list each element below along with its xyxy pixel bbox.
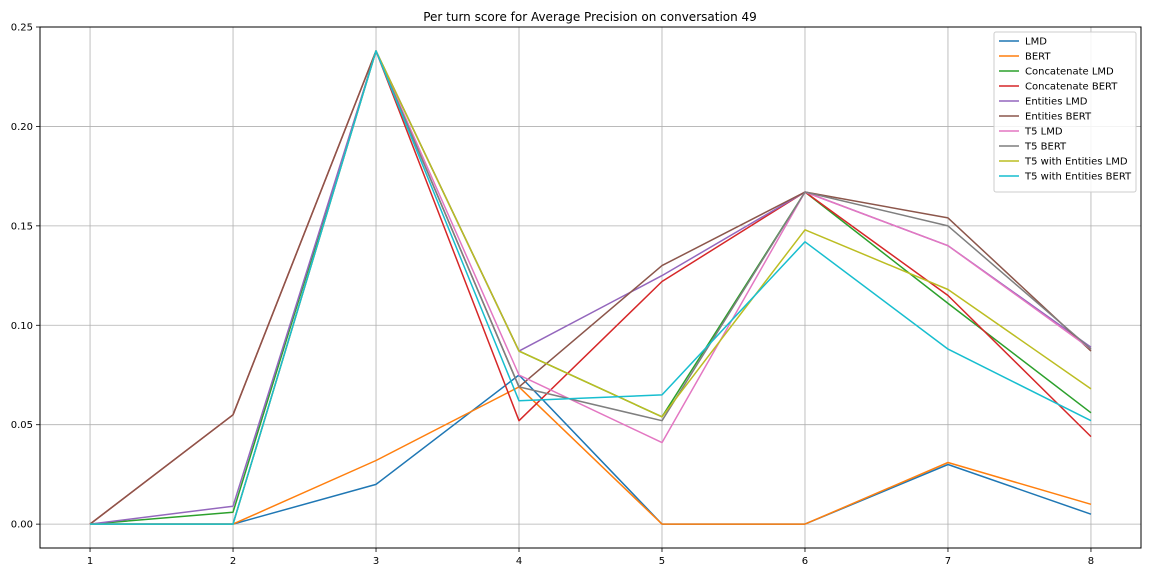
x-tick-label: 5 — [659, 556, 665, 567]
x-tick-label: 6 — [802, 556, 808, 567]
series-line-9 — [90, 50, 1092, 525]
x-tick-label: 7 — [945, 556, 951, 567]
legend-label: T5 BERT — [1024, 142, 1067, 153]
y-tick-label: 0.20 — [11, 122, 33, 133]
legend-label: T5 with Entities BERT — [1024, 172, 1132, 183]
y-tick-label: 0.10 — [11, 321, 33, 332]
series-line-6 — [89, 50, 1092, 525]
y-tick-label: 0.15 — [11, 221, 33, 232]
series-line-7 — [90, 50, 1092, 525]
legend-label: Entities BERT — [1025, 112, 1092, 123]
series-line-10 — [90, 50, 1092, 525]
series-line-4 — [89, 50, 1092, 525]
axis-ticks: 1 2 3 4 5 6 7 8 0.00 0.05 0.10 0.15 0.20 0.25 — [11, 23, 1094, 568]
y-tick-label: 0.05 — [11, 420, 33, 431]
legend-label: LMD — [1025, 37, 1047, 48]
x-tick-label: 1 — [87, 556, 93, 567]
series-line-3 — [89, 50, 1092, 525]
chart-title: Per turn score for Average Precision on … — [423, 10, 757, 24]
legend-box — [993, 31, 1137, 193]
series-lines — [89, 50, 1092, 525]
x-tick-label: 8 — [1088, 556, 1094, 567]
plot-area-frame — [39, 26, 1142, 549]
legend-label: Concatenate BERT — [1025, 82, 1118, 93]
series-line-5 — [89, 50, 1092, 525]
legend-label: BERT — [1025, 52, 1051, 63]
legend-label: T5 with Entities LMD — [1024, 157, 1128, 168]
series-line-2 — [90, 386, 1092, 525]
legend-label: T5 LMD — [1024, 127, 1063, 138]
series-line-1 — [90, 374, 1092, 525]
y-tick-label: 0.00 — [11, 520, 33, 531]
y-tick-label: 0.25 — [11, 23, 33, 34]
legend-label: Concatenate LMD — [1025, 67, 1114, 78]
legend-label: Entities LMD — [1025, 97, 1088, 108]
x-tick-label: 4 — [516, 556, 522, 567]
grid — [40, 26, 1141, 548]
series-line-8 — [90, 50, 1092, 525]
x-tick-label: 2 — [230, 556, 236, 567]
legend: LMD BERT Concatenate LMD Concatenate BERT En… — [993, 31, 1137, 193]
x-tick-label: 3 — [373, 556, 379, 567]
